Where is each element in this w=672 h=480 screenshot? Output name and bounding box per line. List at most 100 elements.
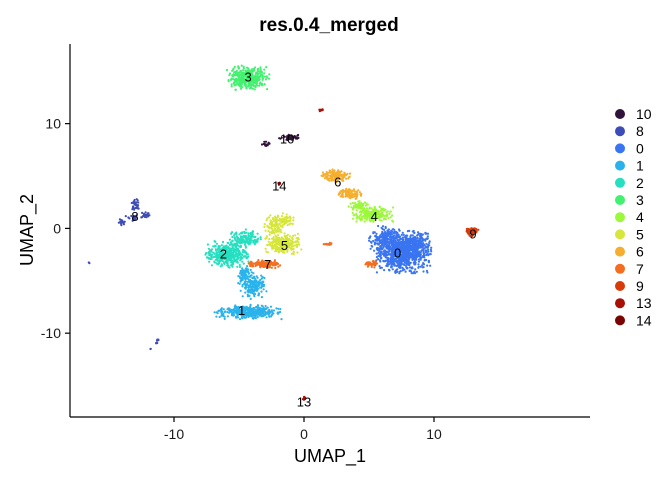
data-point [156, 338, 159, 341]
data-point [348, 172, 352, 175]
data-point [271, 310, 274, 314]
data-point [365, 207, 368, 210]
data-point [376, 249, 379, 252]
data-point [272, 312, 275, 315]
data-point [227, 246, 230, 249]
data-point [259, 278, 262, 282]
data-point [406, 248, 409, 252]
data-point [87, 261, 90, 264]
data-point [240, 241, 243, 244]
data-point [237, 79, 240, 82]
data-point [292, 253, 295, 256]
data-point [228, 238, 231, 241]
data-point [364, 204, 367, 207]
data-point [344, 189, 347, 192]
data-point [354, 193, 357, 196]
data-point [378, 238, 381, 241]
data-point [368, 207, 371, 210]
data-point [251, 283, 254, 286]
data-point [417, 258, 421, 261]
data-point [363, 220, 366, 223]
data-point [237, 65, 240, 68]
data-point [353, 190, 356, 193]
data-point [205, 256, 209, 259]
data-point [262, 288, 265, 291]
data-point [251, 83, 254, 86]
series-4-points [347, 200, 395, 223]
data-point [296, 240, 299, 243]
data-point [381, 230, 384, 233]
data-point [248, 238, 251, 241]
legend-item-8: 8 [615, 123, 644, 139]
data-point [351, 193, 354, 196]
data-point [398, 250, 401, 253]
data-point [397, 233, 400, 236]
data-point [401, 242, 404, 245]
data-point [414, 240, 417, 244]
data-point [262, 280, 265, 283]
data-point [302, 398, 306, 401]
data-point [282, 247, 285, 250]
data-point [265, 290, 268, 293]
data-point [141, 211, 144, 214]
cluster-label-3: 3 [244, 70, 251, 85]
data-point [350, 206, 353, 209]
data-point [212, 245, 215, 248]
data-point [239, 76, 242, 79]
data-point [287, 241, 291, 245]
data-point [252, 276, 255, 279]
data-point [386, 210, 389, 213]
data-point [221, 310, 224, 313]
data-point [295, 245, 298, 248]
data-point [210, 250, 213, 253]
legend-swatch [615, 177, 625, 188]
data-point [147, 214, 150, 217]
data-point [270, 266, 273, 269]
data-point [277, 227, 280, 230]
data-point [401, 249, 404, 253]
data-point [416, 240, 419, 243]
data-point [386, 245, 389, 248]
data-point [227, 266, 230, 269]
data-point [380, 207, 383, 210]
data-point [274, 217, 277, 220]
data-point [291, 238, 294, 241]
data-point [246, 307, 249, 310]
data-point [388, 236, 392, 239]
data-point [267, 142, 271, 145]
data-point [369, 212, 372, 215]
data-point [257, 67, 260, 70]
data-point [269, 219, 272, 222]
legend-label: 3 [636, 192, 644, 208]
data-point [221, 260, 224, 263]
data-point [239, 312, 242, 315]
data-point [222, 245, 226, 248]
data-point [243, 250, 246, 253]
data-point [244, 72, 247, 75]
data-point [254, 277, 257, 280]
data-point [475, 231, 478, 234]
data-point [330, 179, 333, 182]
data-point [365, 212, 368, 215]
legend-swatch [615, 246, 625, 257]
data-point [410, 248, 413, 251]
data-point [268, 226, 271, 230]
data-point [269, 214, 272, 217]
data-point [232, 67, 235, 70]
data-point [284, 248, 288, 251]
data-point [269, 263, 272, 266]
legend-item-10: 10 [615, 106, 652, 122]
data-point [264, 229, 267, 232]
data-point [374, 260, 377, 263]
data-point [262, 285, 265, 288]
data-point [273, 232, 276, 235]
data-point [262, 313, 265, 316]
legend-item-4: 4 [615, 209, 644, 225]
data-point [268, 77, 271, 80]
data-point [276, 223, 279, 226]
data-point [383, 214, 386, 217]
x-tick-label: -10 [164, 426, 184, 442]
data-point [428, 241, 431, 244]
data-point [241, 232, 244, 235]
data-point [265, 219, 268, 222]
